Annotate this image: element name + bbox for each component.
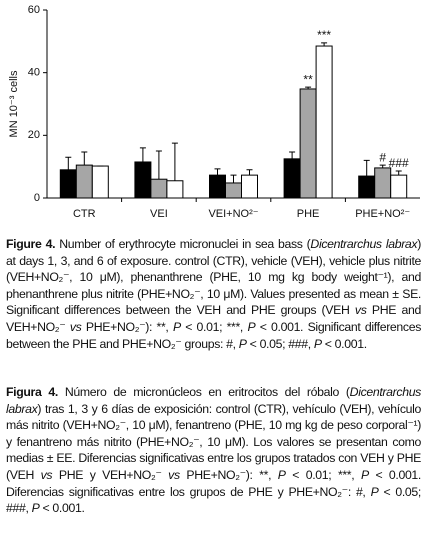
x-tick-label: VEI: [150, 208, 168, 220]
significance-mark: **: [303, 72, 313, 86]
caption-text: Dicentrarchus labrax: [6, 385, 421, 416]
bar: [150, 178, 168, 199]
y-tick-label: 40: [28, 67, 40, 79]
caption-text: < 0.001. Significant differences between…: [6, 319, 421, 351]
caption-text: PHE+NO₂⁻): **,: [81, 319, 173, 334]
caption-text: vs: [40, 467, 53, 482]
caption-text: P: [277, 467, 286, 482]
bar: [283, 158, 301, 199]
caption-text: < 0.001.: [321, 336, 367, 351]
chart: MN 10⁻³ cells 0 20 40 60 CTR VEI VEI+NO²⁻ PHE **…: [8, 4, 420, 220]
caption-text: < 0.001. Diferencias significativas entr…: [6, 467, 421, 499]
caption-text: < 0.001.: [39, 501, 85, 516]
bar: [374, 167, 392, 199]
bar: [225, 182, 242, 199]
bar: [241, 174, 258, 199]
caption-english: Figure 4. Number of erythrocyte micronuc…: [6, 236, 421, 352]
bar: [390, 174, 408, 199]
caption-text: < 0.01; ***,: [180, 319, 248, 334]
caption-label: Figure 4.: [6, 237, 56, 251]
error-bar: [230, 174, 237, 183]
error-bar: [305, 86, 312, 89]
error-bar: [214, 168, 221, 176]
bar: [315, 45, 333, 199]
caption-text: P: [31, 501, 40, 516]
x-tick-label: PHE+NO²⁻: [355, 208, 410, 220]
error-bar: [289, 151, 296, 159]
caption-text: P: [370, 484, 379, 499]
caption-spanish: Figura 4. Número de micronúcleos en erit…: [6, 384, 421, 517]
caption-text: vs: [168, 467, 180, 482]
y-tick-label: 0: [34, 192, 40, 204]
bar: [59, 169, 77, 199]
caption-text: P: [360, 467, 369, 482]
x-tick-label: VEI+NO²⁻: [208, 208, 258, 220]
caption-text: P: [313, 336, 322, 351]
error-bar: [379, 164, 386, 168]
y-tick-label: 20: [28, 129, 40, 141]
error-bar: [395, 170, 402, 176]
bar: [358, 175, 376, 199]
caption-text: < 0.01; ***,: [285, 467, 361, 482]
y-tick-label: 60: [28, 4, 40, 16]
caption-text: vs: [69, 319, 82, 334]
significance-mark: ***: [317, 28, 331, 42]
significance-mark: ###: [389, 156, 409, 170]
caption-text: Dicentrarchus labrax: [310, 237, 418, 251]
bar: [91, 165, 109, 199]
y-axis-label: MN 10⁻³ cells: [8, 70, 20, 137]
x-tick-label: CTR: [73, 208, 96, 220]
significance-mark: #: [379, 150, 386, 164]
error-bar: [363, 159, 370, 177]
error-bar: [171, 142, 178, 181]
error-bar: [321, 42, 328, 47]
bar: [299, 88, 317, 199]
x-tick-label: PHE: [297, 208, 320, 220]
caption-text: Número de micronúcleos en eritrocitos de…: [57, 385, 350, 399]
bar: [75, 164, 93, 199]
error-bar: [81, 151, 88, 166]
caption-text: PHE and VEH+NO₂⁻: [6, 303, 421, 334]
caption-label: Figura 4.: [6, 385, 58, 399]
caption-text: PHE y VEH+NO₂⁻: [52, 467, 169, 482]
caption-text: < 0.05; ###,: [6, 484, 421, 516]
caption-text: P: [247, 319, 256, 334]
caption-text: ) at days 1, 3, and 6 of exposure. contr…: [6, 237, 421, 318]
caption-text: < 0.05; ###,: [246, 336, 314, 351]
caption-text: P: [238, 336, 247, 351]
error-bar: [246, 169, 253, 176]
error-bar: [65, 156, 72, 170]
caption-text: vs: [354, 303, 367, 318]
caption-text: PHE+NO₂⁻): **,: [179, 467, 278, 482]
caption-text: Number of erythrocyte micronuclei in sea…: [55, 237, 311, 251]
error-bar: [155, 150, 162, 180]
bar: [209, 174, 226, 199]
error-bar: [139, 147, 146, 162]
caption-text: ) tras 1, 3 y 6 días de exposición: cont…: [6, 401, 421, 482]
bar: [134, 161, 152, 199]
bar: [166, 180, 184, 199]
caption-text: P: [172, 319, 181, 334]
